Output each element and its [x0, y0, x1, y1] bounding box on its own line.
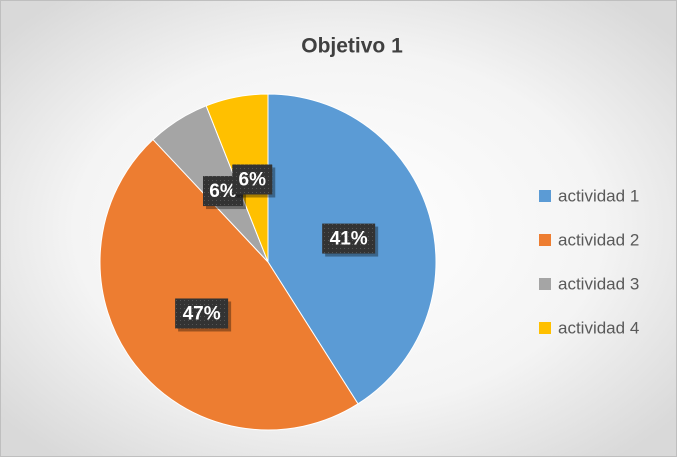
legend-swatch [539, 322, 551, 334]
data-label: 41% [330, 229, 368, 250]
data-label-box [175, 298, 229, 329]
legend-swatch [539, 278, 551, 290]
legend-label: actividad 3 [558, 274, 639, 293]
chart-title: Objetivo 1 [301, 35, 403, 58]
data-label: 6% [239, 170, 267, 191]
data-label-box [232, 164, 273, 195]
legend-swatch [539, 234, 551, 246]
data-label-box [322, 223, 376, 254]
pie-slice [99, 138, 359, 431]
legend-swatch [539, 190, 551, 202]
legend-label: actividad 4 [558, 318, 639, 337]
data-label: 6% [209, 181, 237, 202]
data-label: 47% [183, 303, 221, 324]
legend-label: actividad 2 [558, 230, 639, 249]
legend-label: actividad 1 [558, 186, 639, 205]
